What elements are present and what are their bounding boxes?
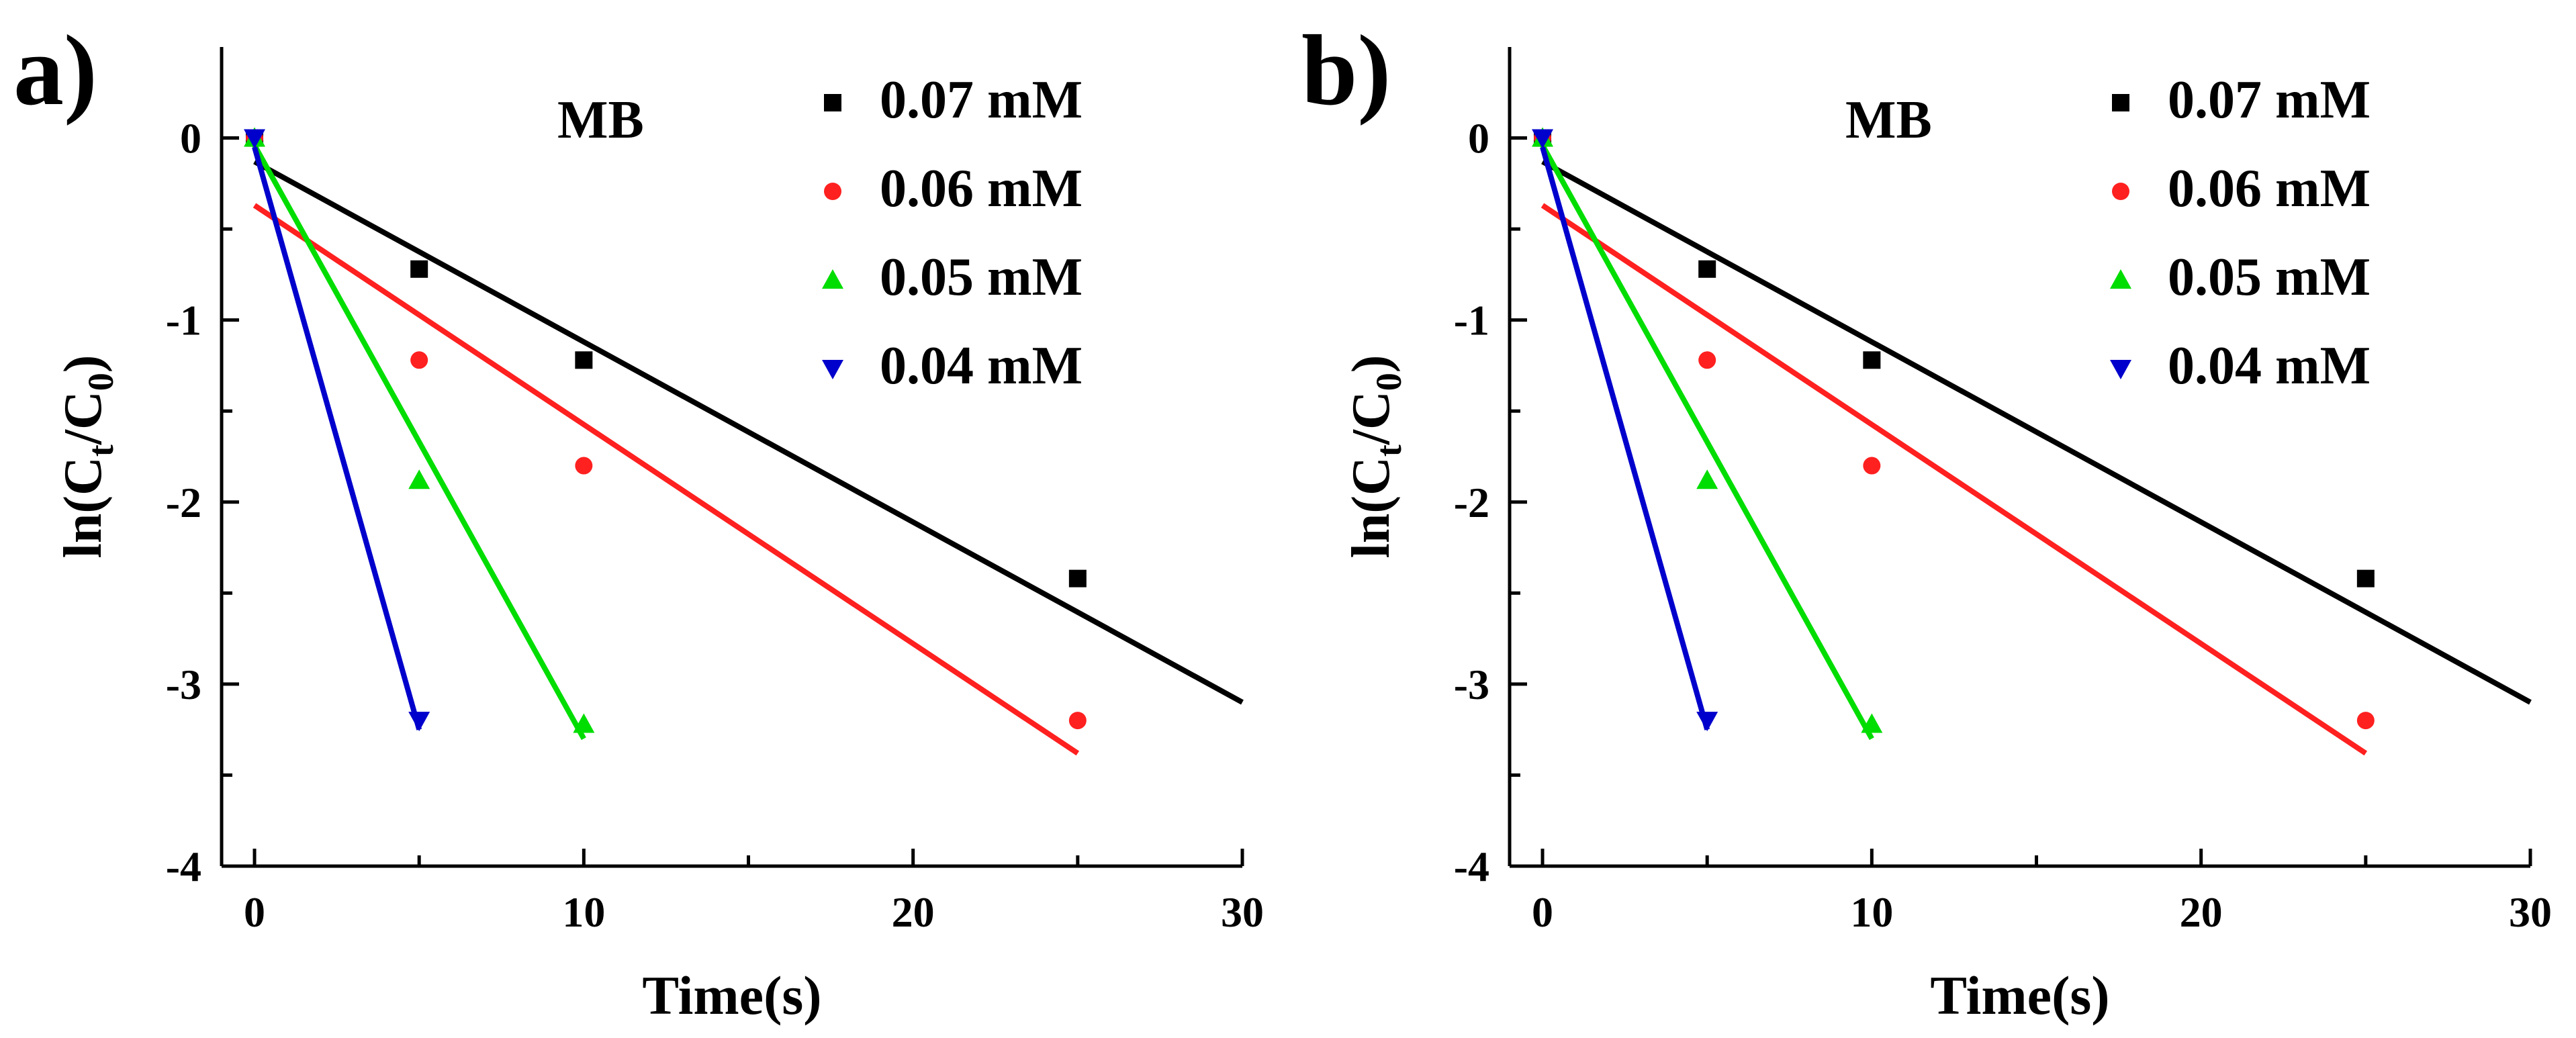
x-tick-label: 10 bbox=[562, 888, 605, 936]
legend-marker bbox=[2112, 94, 2129, 111]
y-axis-title: ln(Ct/C0) bbox=[54, 355, 121, 559]
x-tick-label: 30 bbox=[2509, 888, 2552, 936]
data-point bbox=[1532, 129, 1554, 149]
y-tick-label: -3 bbox=[1454, 661, 1489, 708]
x-tick-label: 0 bbox=[1532, 888, 1553, 936]
data-point bbox=[1696, 712, 1718, 732]
data-point bbox=[2356, 712, 2375, 730]
panel-label: b) bbox=[1301, 15, 1391, 126]
legend-label: 0.06 mM bbox=[2168, 159, 2371, 218]
data-point bbox=[1863, 457, 1881, 475]
x-tick-label: 20 bbox=[2180, 888, 2223, 936]
data-point bbox=[1696, 469, 1718, 489]
fit-line-b-1 bbox=[1540, 203, 2368, 756]
chart-panel-a: a) 0 10 20 30 0 -1 -2 -3 -4 Time(s) ln(Ct/C0) MB 0.07… bbox=[13, 15, 1264, 1026]
fit-line-a-0 bbox=[253, 159, 1244, 705]
series-b-1 bbox=[1534, 129, 2375, 730]
legend-marker bbox=[2112, 183, 2129, 200]
data-point bbox=[1698, 260, 1716, 278]
data-point bbox=[573, 713, 595, 733]
data-point bbox=[244, 129, 266, 149]
x-tick-label: 0 bbox=[244, 888, 265, 936]
data-point bbox=[1698, 351, 1716, 369]
fit-line-b-2 bbox=[1540, 144, 1874, 741]
x-axis-title: Time(s) bbox=[642, 965, 821, 1026]
legend-marker bbox=[822, 360, 843, 379]
legend-label: 0.05 mM bbox=[880, 248, 1083, 307]
chart-annotation: MB bbox=[557, 91, 644, 150]
legend-marker bbox=[824, 94, 841, 111]
y-axis-title: ln(Ct/C0) bbox=[1342, 355, 1409, 559]
y-tick-label: 0 bbox=[1468, 115, 1489, 162]
y-tick-label: -1 bbox=[166, 297, 201, 344]
legend-label: 0.06 mM bbox=[880, 159, 1083, 218]
data-point bbox=[410, 260, 428, 278]
legend-label: 0.04 mM bbox=[880, 336, 1083, 395]
x-tick-label: 30 bbox=[1221, 888, 1264, 936]
fit-line-a-1 bbox=[252, 203, 1080, 756]
y-tick-label: 0 bbox=[180, 115, 201, 162]
legend-marker bbox=[2110, 360, 2131, 379]
y-tick-label: -4 bbox=[1454, 843, 1489, 890]
fit-line-a-2 bbox=[252, 144, 586, 741]
legend-label: 0.04 mM bbox=[2168, 336, 2371, 395]
fit-line-b-0 bbox=[1541, 159, 2532, 705]
data-point bbox=[408, 712, 430, 732]
legend-label: 0.05 mM bbox=[2168, 248, 2371, 307]
legend-label: 0.07 mM bbox=[2168, 70, 2371, 130]
data-point bbox=[575, 457, 593, 475]
y-tick-label: -3 bbox=[166, 661, 201, 708]
y-tick-label: -4 bbox=[166, 843, 201, 890]
data-point bbox=[410, 351, 428, 369]
chart-b-svg: b) 0 10 20 30 0 -1 -2 -3 -4 Time(s) ln(Ct/C0) MB 0.07… bbox=[1301, 15, 2552, 1026]
y-tick-label: -2 bbox=[166, 479, 201, 526]
series-a-1 bbox=[246, 129, 1087, 730]
legend-marker bbox=[822, 269, 843, 289]
data-point bbox=[1863, 351, 1881, 369]
legend-label: 0.07 mM bbox=[880, 70, 1083, 130]
chart-panel-b: b) 0 10 20 30 0 -1 -2 -3 -4 Time(s) ln(Ct/C0) MB 0.07… bbox=[1288, 0, 2576, 1038]
data-point bbox=[1068, 712, 1087, 730]
fit-line-b-3 bbox=[1540, 146, 1710, 730]
data-point bbox=[575, 351, 593, 369]
panel-label: a) bbox=[13, 15, 97, 126]
legend-marker bbox=[2110, 269, 2131, 289]
data-point bbox=[1861, 713, 1883, 733]
data-point bbox=[408, 469, 430, 489]
x-tick-label: 20 bbox=[892, 888, 935, 936]
y-tick-label: -1 bbox=[1454, 297, 1489, 344]
series-b-3 bbox=[1532, 129, 1718, 732]
y-tick-label: -2 bbox=[1454, 479, 1489, 526]
data-point bbox=[1068, 569, 1087, 587]
x-tick-label: 10 bbox=[1850, 888, 1893, 936]
chart-annotation: MB bbox=[1845, 91, 1932, 150]
data-point bbox=[2356, 569, 2375, 587]
x-axis-title: Time(s) bbox=[1930, 965, 2109, 1026]
fit-line-a-3 bbox=[252, 146, 422, 730]
series-a-3 bbox=[244, 129, 430, 732]
legend-marker bbox=[824, 183, 841, 200]
chart-a-svg: a) 0 10 20 30 0 -1 -2 -3 -4 Time(s) ln(Ct/C0) MB 0.07… bbox=[13, 15, 1264, 1026]
